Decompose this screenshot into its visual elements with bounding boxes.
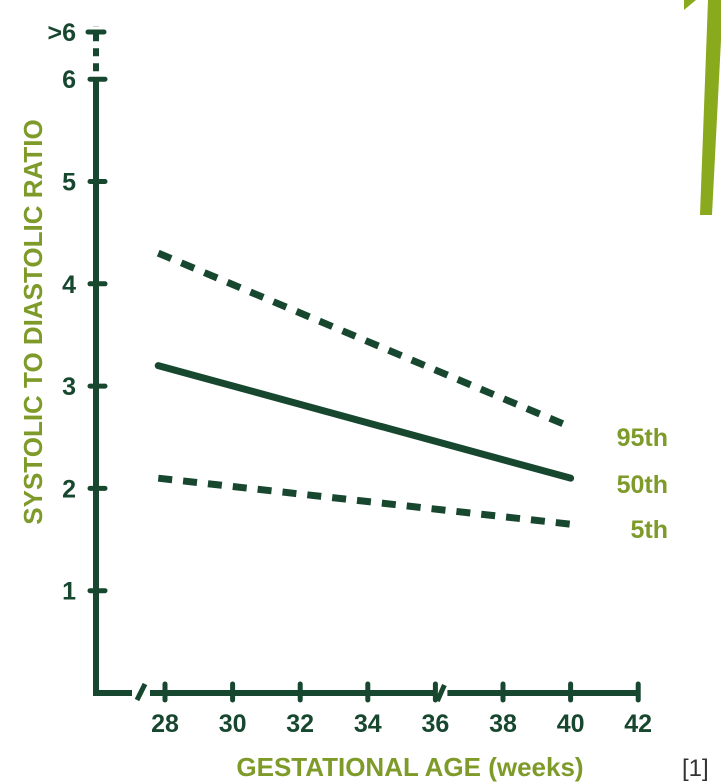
x-tick-label: 38 [489,710,517,738]
series-line-5th [157,474,571,528]
y-tick-label: 5 [62,169,76,197]
y-tick-label: 1 [62,578,76,606]
x-tick-label: 32 [286,710,314,738]
corner-decoration [684,0,721,215]
x-tick-label: 40 [557,710,585,738]
y-tick-labels: 1 2 3 4 5 6 >6 [47,19,76,606]
series-line-95th [156,249,572,431]
series-label-95th: 95th [617,424,668,452]
reference-note: [1] [682,755,709,782]
y-tick-label: 3 [62,373,76,401]
x-axis-break-1 [134,682,148,702]
y-tick-label-top: >6 [47,19,76,47]
x-tick-label: 28 [151,710,179,738]
y-tick-label: 6 [62,66,76,94]
axes [85,26,641,703]
series-lines [154,249,575,528]
x-axis-break-2 [435,683,447,703]
x-tick-label: 34 [354,710,382,738]
x-tick-label: 36 [421,710,449,738]
series-labels: 95th 50th 5th [617,424,668,544]
x-tick-labels: 28 30 32 34 36 38 40 42 [151,710,652,738]
y-tick-label: 4 [62,271,76,299]
x-axis-title: GESTATIONAL AGE (weeks) [236,752,583,782]
series-label-5th: 5th [631,516,669,544]
y-axis-title: SYSTOLIC TO DIASTOLIC RATIO [18,119,48,524]
series-line-50th [154,362,575,482]
series-label-50th: 50th [617,471,668,499]
x-tick-label: 30 [219,710,247,738]
y-tick-label: 2 [62,475,76,503]
x-tick-label: 42 [624,710,652,738]
